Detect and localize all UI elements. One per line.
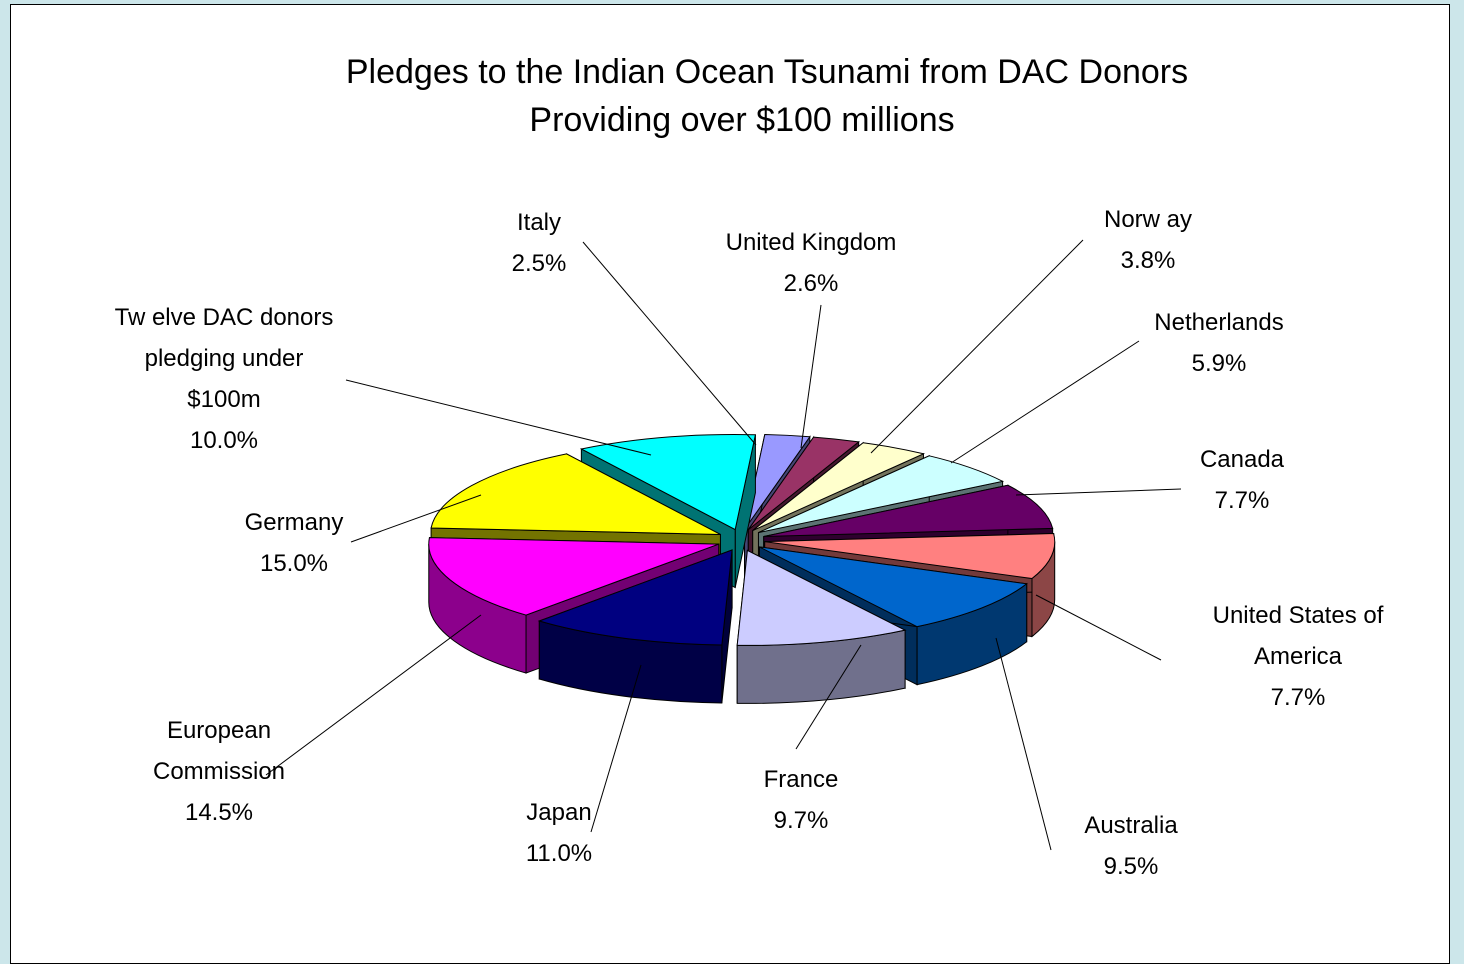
slice-percent-label: 5.9% [1192,350,1247,377]
slice-percent-label: 9.7% [774,807,829,834]
slice-labels: Italy 2.5% United Kingdom 2.6% Norw ay 3.8% Ne… [115,206,1384,880]
leader-line-9 [265,614,482,776]
pie-chart: Pledges to the Indian Ocean Tsunami from… [115,53,1384,880]
leader-line-10 [350,494,482,543]
slice-percent-label: 3.8% [1121,247,1176,274]
slice-name-label: Japan [526,799,591,826]
slice-name-label: European [167,717,271,744]
chart-title-line1: Pledges to the Indian Ocean Tsunami from… [346,53,1188,91]
pie-slices [428,434,1056,704]
leader-line-0 [582,241,757,446]
pie-slice-8 [537,549,733,704]
leader-line-11 [345,379,652,456]
slice-percent-label: 14.5% [185,799,253,826]
slice-percent-label: 11.0% [526,840,592,867]
slice-percent-label: 15.0% [260,550,328,577]
slice-percent-label: 9.5% [1104,853,1159,880]
slice-name-label: America [1254,643,1343,670]
slice-percent-label: 7.7% [1271,684,1326,711]
leader-line-5 [1035,594,1162,661]
slice-percent-label: 10.0% [190,427,258,454]
leader-line-4 [1015,488,1182,496]
leader-line-7 [795,644,862,750]
slice-name-label: Commission [153,758,285,785]
slice-percent-label: 2.5% [512,250,567,277]
leader-lines [265,239,1182,851]
chart-frame: Pledges to the Indian Ocean Tsunami from… [10,4,1450,964]
leader-line-2 [870,239,1084,454]
slice-name-label: $100m [187,386,260,413]
slice-percent-label: 7.7% [1215,487,1270,514]
leader-line-1 [800,304,822,449]
slice-percent-label: 2.6% [784,270,839,297]
slice-name-label: Italy [517,209,561,236]
slice-name-label: Tw elve DAC donors [115,304,334,331]
slice-name-label: France [764,766,839,793]
slice-name-label: Germany [245,509,344,536]
slice-name-label: Canada [1200,446,1285,473]
slice-name-label: Netherlands [1154,309,1283,336]
slice-name-label: United States of [1213,602,1384,629]
slice-name-label: pledging under [145,345,304,372]
leader-line-3 [950,340,1140,464]
chart-title-line2: Providing over $100 millions [529,101,954,139]
slice-name-label: Australia [1084,812,1178,839]
leader-line-6 [995,637,1052,851]
pie-slice-7 [736,549,907,704]
slice-name-label: Norw ay [1104,206,1192,233]
leader-line-8 [590,664,642,833]
slice-name-label: United Kingdom [726,229,897,256]
